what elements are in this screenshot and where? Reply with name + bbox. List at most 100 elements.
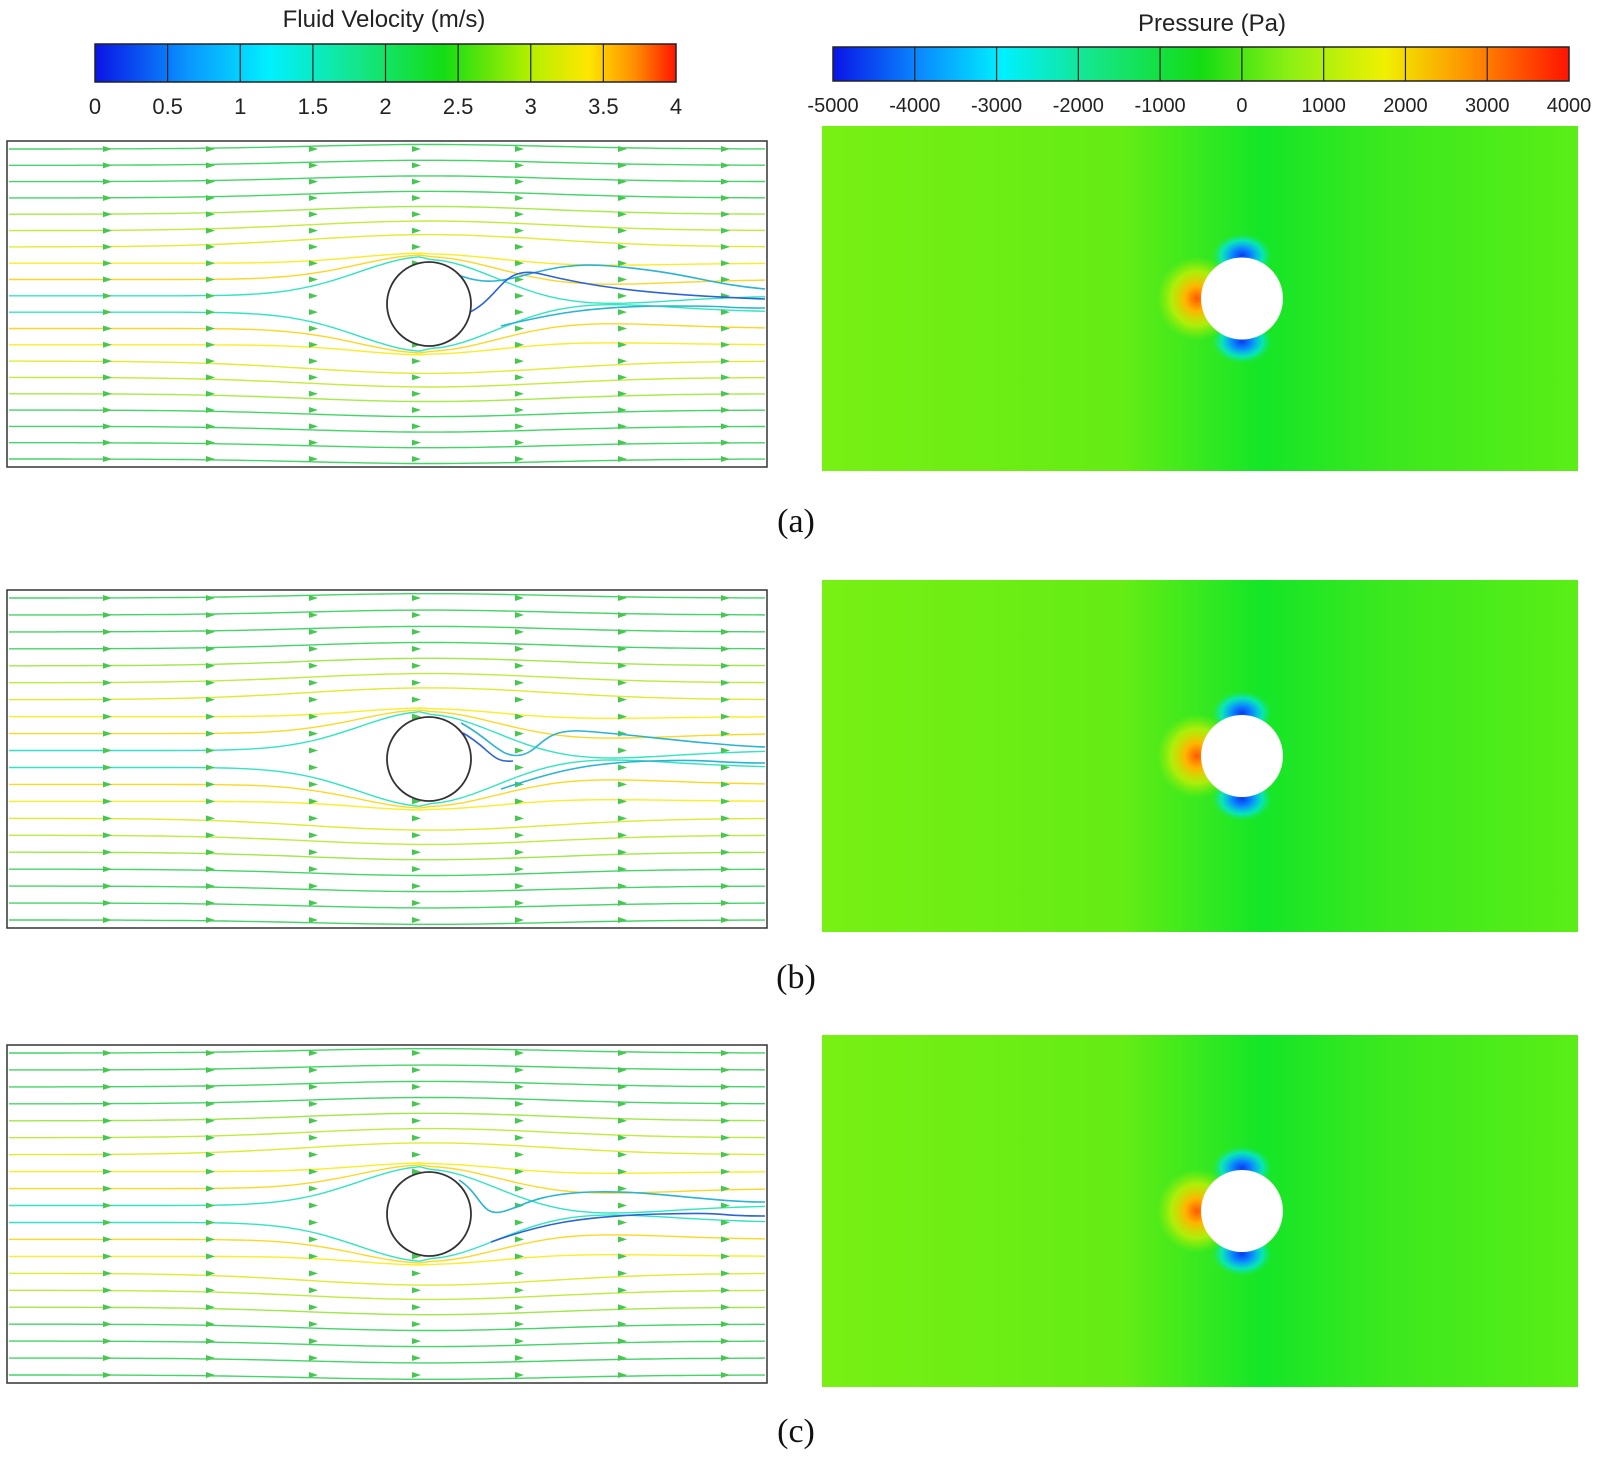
streamline-arrow [103,260,112,267]
streamline-arrow [721,645,730,652]
streamline-arrow [309,162,318,169]
streamline-arrow [206,276,215,283]
streamline-arrow [309,1219,318,1226]
streamline-arrow [721,211,730,218]
streamline-arrow [618,146,627,152]
streamline-arrow [721,764,730,771]
wake-streamline [460,264,766,290]
streamline-arrow [618,1083,627,1090]
streamline [9,641,765,650]
streamline-arrow [618,747,627,754]
streamline-arrow [618,1050,627,1056]
streamline-arrow [206,900,215,907]
streamline-arrow [721,390,730,397]
streamline [9,710,766,759]
streamline-arrow [309,1100,318,1107]
streamline-arrow [309,1185,318,1192]
streamline-arrow [309,747,318,754]
streamline-arrow [412,227,421,234]
streamline-arrow [206,390,215,397]
wake-vortex [460,264,766,327]
streamline [9,303,766,352]
streamline-arrow [206,146,215,152]
streamline-arrow [206,325,215,332]
streamline-arrow [412,456,421,462]
streamline-arrow [412,611,421,618]
streamline-arrow [103,611,112,618]
streamline-arrow [515,1134,524,1141]
streamline-arrow [309,178,318,185]
streamline-arrow [721,1168,730,1175]
pressure-colorbar-title: Pressure (Pa) [1138,10,1286,37]
streamline [8,1272,766,1286]
streamline-arrow [515,764,524,771]
streamline-arrow [721,243,730,250]
streamline-arrow [721,917,730,923]
streamline-arrow [103,227,112,234]
streamline-arrow [309,1253,318,1260]
streamline-arrow [618,178,627,185]
pressure-colorbar-ticks: -5000 -4000 -3000 -2000 -1000 0 1000 2000 3000 40… [807,95,1591,117]
streamline-arrow [515,611,524,618]
streamline-arrow [206,611,215,618]
cylinder [386,261,472,347]
streamline-arrow [412,1372,421,1378]
streamline-arrow [618,1134,627,1141]
streamline-arrow [515,883,524,890]
streamline-arrow [721,1066,730,1073]
streamline-arrow [309,1202,318,1209]
streamline-arrow [721,730,730,737]
streamline-arrow [103,849,112,856]
streamline-arrow [721,1185,730,1192]
wake-streamline [500,759,766,790]
streamline [9,609,766,616]
streamline-arrow [721,866,730,873]
streamline-arrow [103,1372,112,1378]
streamline-arrow [618,423,627,430]
streamline [9,256,766,305]
streamline-arrow [618,374,627,381]
streamline-arrow [412,1253,421,1260]
streamline-arrow [412,211,421,218]
streamline-arrow [206,1253,215,1260]
streamline-arrow [103,883,112,890]
streamline-arrow [618,407,627,414]
streamline [9,1048,765,1054]
streamline-arrow [206,595,215,601]
velocity-colorbar-dividers [167,44,604,82]
wake-streamline [458,1179,766,1214]
streamline-arrow [309,260,318,267]
streamline-arrow [412,713,421,720]
streamline-arrow [412,374,421,381]
streamline-arrow [309,1117,318,1124]
streamline-arrow [206,456,215,462]
streamline-arrow [206,211,215,218]
streamline-arrow [103,866,112,873]
streamline-arrow [618,456,627,462]
streamline [9,1374,765,1380]
cylinder [386,1171,472,1257]
streamline-arrow [515,309,524,316]
streamline-arrow [515,1117,524,1124]
streamline [8,205,765,215]
streamline-arrow [721,798,730,805]
streamline-arrow [309,849,318,856]
streamline-arrow [721,1355,730,1362]
wake-streamline [465,271,766,315]
streamline-arrow [206,1355,215,1362]
streamline-arrow [103,1304,112,1311]
streamline-arrow [721,178,730,185]
streamline-arrow [206,883,215,890]
pressure-colorbar-tick-label: -3000 [971,95,1022,117]
panels: (a) (b) (c) [6,126,1578,1450]
streamline-arrow [515,1270,524,1277]
streamline-arrow [309,146,318,152]
streamline-arrow [309,815,318,822]
streamline-arrow [618,1117,627,1124]
streamline-arrow [206,849,215,856]
streamline-arrow [721,1270,730,1277]
streamline-arrow [412,1151,421,1158]
streamline-arrow [412,883,421,890]
streamline [9,593,765,599]
pressure-colorbar-dividers [914,47,1488,81]
